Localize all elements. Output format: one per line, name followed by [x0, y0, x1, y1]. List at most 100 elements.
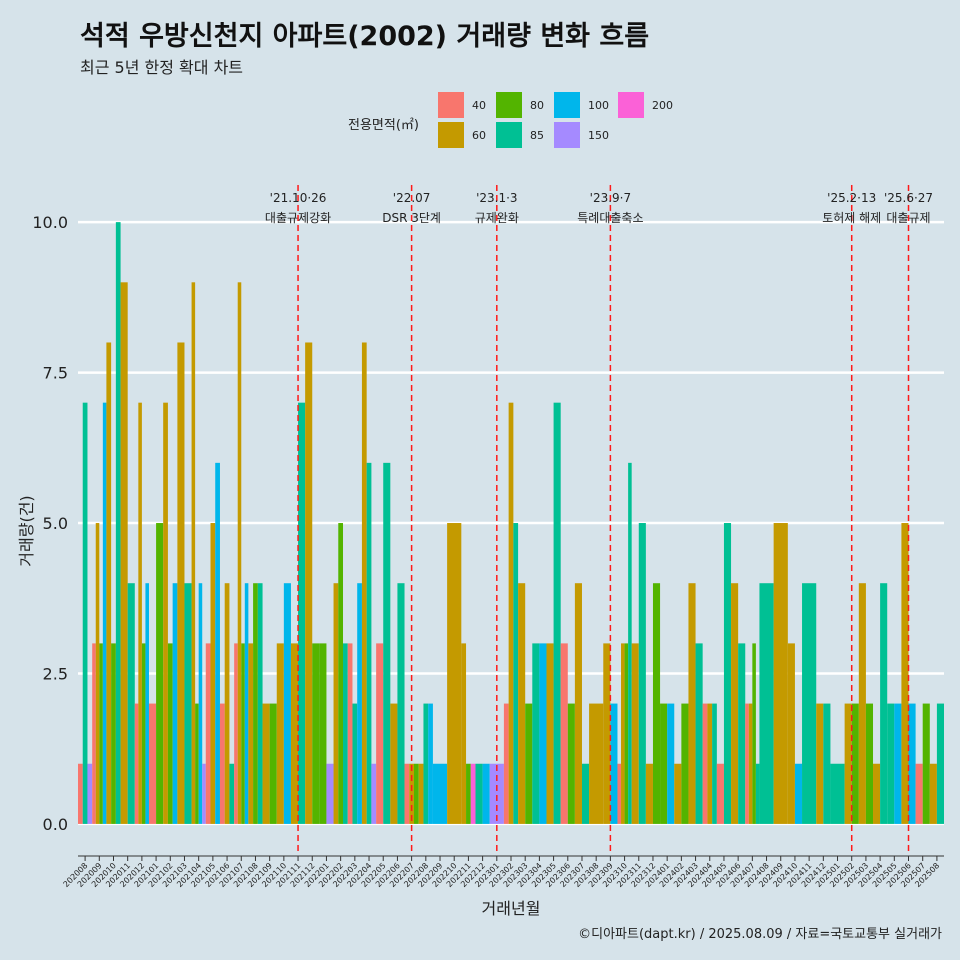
bar-60-202108 — [248, 643, 254, 824]
legend-item-60: 60 — [438, 122, 486, 148]
bar-85-202406 — [738, 643, 746, 824]
bar-100-202012 — [145, 583, 149, 824]
bar-150-202204 — [371, 763, 377, 824]
bar-40-202302 — [503, 703, 509, 824]
bar-100-202304 — [539, 643, 547, 824]
bar-85-202403 — [695, 643, 703, 824]
bar-60-202309 — [603, 643, 611, 824]
bar-80-202010 — [111, 643, 116, 824]
bar-80-202101 — [156, 523, 164, 824]
legend-label: 150 — [588, 128, 609, 142]
bar-85-202304 — [532, 643, 540, 824]
bar-40-202404 — [702, 703, 708, 824]
legend-key — [554, 122, 580, 148]
bar-60-202206 — [390, 703, 398, 824]
legend: 전용면적(㎡) 40 60 80 85 100 150 200 — [348, 92, 708, 152]
bar-100-202107 — [244, 583, 249, 824]
bar-40-202310 — [617, 763, 622, 824]
bar-80-202310 — [624, 643, 629, 824]
bar-60-202303 — [518, 583, 526, 824]
bar-60-202105 — [210, 523, 216, 824]
legend-item-100: 100 — [554, 92, 609, 118]
legend-label: 40 — [472, 98, 486, 112]
bar-100-202410 — [794, 763, 803, 824]
bar-80-202207 — [413, 763, 419, 824]
bar-85-202205 — [383, 462, 391, 824]
bar-85-202305 — [553, 402, 561, 824]
bar-100-202505 — [894, 703, 902, 824]
bar-60-202202 — [333, 583, 339, 824]
y-tick-label: 5.0 — [43, 514, 68, 533]
bar-85-202310 — [628, 462, 632, 824]
bar-85-202407 — [755, 763, 760, 824]
bar-85-202106 — [229, 763, 235, 824]
bar-85-202405 — [723, 523, 732, 824]
bar-100-202110 — [283, 583, 291, 824]
bar-40-202105 — [205, 643, 211, 824]
bar-80-202104 — [195, 703, 199, 824]
bar-100-202102 — [172, 583, 178, 824]
bar-60-202312 — [645, 763, 653, 824]
bar-85-202404 — [712, 703, 717, 824]
bar-80-202211 — [466, 763, 471, 824]
legend-label: 200 — [652, 98, 673, 112]
bar-85-202508 — [936, 703, 944, 824]
bar-60-202409 — [773, 523, 788, 824]
bar-200-202211 — [470, 763, 476, 824]
bar-150-202008 — [87, 763, 93, 824]
legend-key — [496, 122, 522, 148]
y-tick-label: 2.5 — [43, 664, 68, 683]
bar-80-202201 — [319, 643, 327, 824]
legend-item-200: 200 — [618, 92, 673, 118]
bar-85-202302 — [513, 523, 519, 824]
bar-60-202410 — [787, 643, 795, 824]
bar-80-202009 — [99, 643, 103, 824]
bar-85-202411 — [802, 583, 817, 824]
legend-label: 100 — [588, 98, 609, 112]
bar-100-202104 — [198, 583, 203, 824]
bar-60-202412 — [816, 703, 824, 824]
bar-100-202209 — [432, 763, 448, 824]
bar-85-202212 — [475, 763, 483, 824]
event-date-label: '21.10·26 — [270, 191, 327, 205]
legend-key — [438, 122, 464, 148]
bar-40-202407 — [745, 703, 749, 824]
bar-60-202302 — [508, 402, 514, 824]
bar-80-202202 — [338, 523, 344, 824]
bar-60-202502 — [844, 703, 852, 824]
event-date-label: '22.07 — [393, 191, 431, 205]
bar-100-202212 — [482, 763, 490, 824]
event-date-label: '23.9·7 — [590, 191, 631, 205]
bar-80-202012 — [141, 643, 146, 824]
bar-85-202108 — [257, 583, 263, 824]
legend-key — [496, 92, 522, 118]
legend-item-40: 40 — [438, 92, 486, 118]
bar-100-202203 — [357, 583, 362, 824]
bar-60-202011 — [120, 282, 128, 824]
bar-40-202101 — [148, 703, 157, 824]
event-date-label: '25.6·27 — [884, 191, 933, 205]
bar-80-202503 — [865, 703, 874, 824]
event-name-label: DSR 3단계 — [382, 211, 441, 225]
bar-60-202404 — [707, 703, 713, 824]
bar-60-202305 — [546, 643, 554, 824]
bar-85-202203 — [352, 703, 358, 824]
legend-key — [438, 92, 464, 118]
bar-100-202105 — [215, 462, 220, 824]
bar-80-202401 — [660, 703, 668, 824]
bar-150-202301 — [489, 763, 504, 824]
legend-label: 80 — [530, 98, 544, 112]
chart-subtitle: 최근 5년 한정 확대 차트 — [80, 58, 244, 77]
bars — [78, 222, 944, 824]
bar-60-202009 — [95, 523, 100, 824]
bar-85-202010 — [115, 222, 121, 824]
bar-60-202104 — [191, 282, 196, 824]
bar-40-202207 — [404, 763, 410, 824]
bar-85-202311 — [638, 523, 646, 824]
bar-85-202408 — [759, 583, 774, 824]
bar-60-202310 — [621, 643, 625, 824]
bar-85-202206 — [397, 583, 405, 824]
bar-100-202208 — [428, 703, 433, 824]
chart-title: 석적 우방신천지 아파트(2002) 거래량 변화 흐름 — [80, 21, 650, 52]
event-name-label: 대출규제강화 — [265, 211, 331, 225]
